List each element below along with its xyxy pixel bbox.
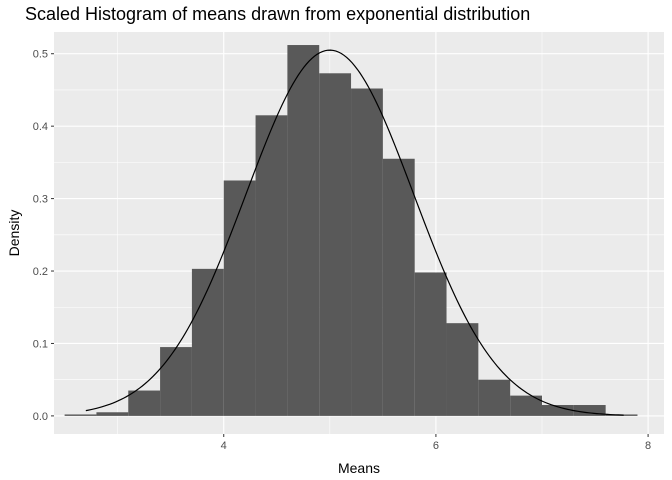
- histogram-bar: [160, 347, 192, 416]
- histogram-bar: [64, 414, 97, 416]
- histogram-bar: [319, 73, 352, 416]
- x-tick-label: 8: [645, 440, 651, 452]
- histogram-bar: [478, 379, 511, 416]
- histogram-bar: [128, 390, 161, 416]
- y-tick-label: 0.4: [33, 121, 48, 133]
- histogram-bar: [223, 180, 256, 416]
- y-tick-label: 0.5: [33, 49, 48, 61]
- histogram-bar: [414, 272, 447, 416]
- histogram-bar: [287, 45, 320, 416]
- y-tick-label: 0.3: [33, 194, 48, 206]
- histogram-bar: [446, 323, 479, 416]
- density-curve: [85, 49, 624, 416]
- histogram-bar: [351, 88, 383, 416]
- y-tick-label: 0.1: [33, 338, 48, 350]
- histogram-bar: [510, 395, 542, 416]
- histogram-bar: [191, 268, 224, 416]
- histogram-bar: [542, 405, 574, 416]
- x-tick-label: 6: [433, 440, 439, 452]
- y-axis: 0.0 0.1 0.2 0.3 0.4 0.5: [33, 49, 54, 423]
- histogram-bars: [64, 45, 638, 416]
- x-axis-title: Means: [338, 460, 380, 476]
- histogram-bar: [96, 412, 129, 416]
- x-tick-label: 4: [221, 440, 227, 452]
- histogram-bar: [382, 158, 415, 416]
- x-axis: 4 6 8: [221, 434, 651, 452]
- histogram-bar: [255, 115, 288, 416]
- y-tick-label: 0.2: [33, 266, 48, 278]
- histogram-bar: [573, 405, 606, 416]
- y-axis-title: Density: [6, 210, 22, 257]
- chart-title: Scaled Histogram of means drawn from exp…: [25, 4, 531, 24]
- y-tick-label: 0.0: [33, 411, 48, 423]
